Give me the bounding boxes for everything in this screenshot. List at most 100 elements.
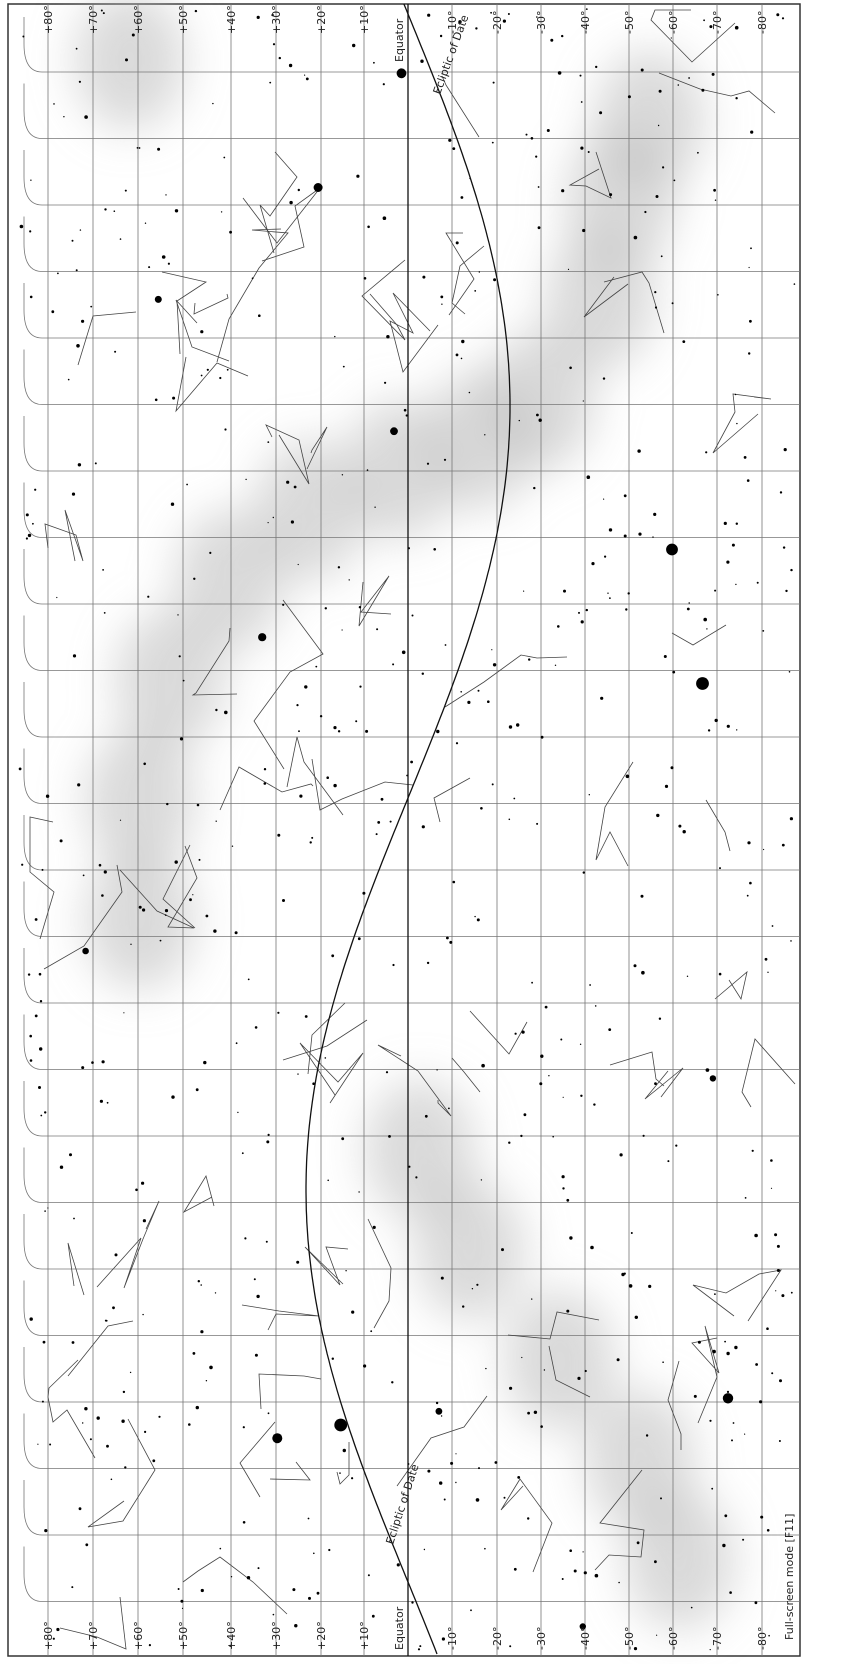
star	[478, 1467, 480, 1469]
star	[268, 522, 269, 523]
star	[267, 441, 269, 443]
star	[199, 859, 201, 861]
star	[706, 628, 707, 629]
star	[83, 875, 85, 877]
star	[595, 1574, 599, 1578]
star	[168, 263, 170, 265]
star	[343, 1449, 346, 1452]
star	[558, 71, 562, 75]
star	[392, 964, 394, 966]
star	[338, 730, 340, 732]
star	[714, 1293, 716, 1295]
star	[767, 972, 768, 973]
star	[478, 690, 480, 692]
star	[662, 1361, 664, 1363]
star	[603, 499, 604, 500]
star	[666, 544, 678, 556]
star	[539, 1082, 542, 1085]
star	[294, 486, 297, 489]
star	[358, 1191, 359, 1192]
star	[578, 612, 580, 614]
star	[326, 776, 329, 779]
star	[310, 841, 312, 843]
star	[362, 892, 365, 895]
star	[782, 844, 785, 847]
star	[244, 1237, 246, 1239]
declination-label: -60°	[667, 1627, 680, 1650]
star	[727, 725, 730, 728]
star	[341, 1137, 344, 1140]
star	[223, 157, 225, 159]
star	[373, 1226, 376, 1229]
star	[158, 1416, 160, 1418]
star	[455, 1482, 456, 1483]
star	[175, 209, 178, 212]
star	[790, 817, 793, 820]
star	[727, 1391, 729, 1393]
star	[200, 1330, 203, 1333]
star	[589, 984, 591, 986]
star	[264, 782, 267, 785]
star	[461, 196, 464, 199]
star	[637, 449, 640, 452]
star	[672, 302, 674, 304]
star	[102, 1060, 105, 1063]
star	[687, 608, 690, 611]
star	[349, 579, 350, 580]
star	[231, 1576, 232, 1577]
star	[762, 630, 764, 632]
star	[790, 940, 792, 942]
star	[171, 503, 174, 506]
star	[282, 604, 284, 606]
star	[462, 1305, 464, 1307]
star	[404, 409, 407, 412]
star	[755, 1363, 758, 1366]
star	[143, 763, 146, 766]
star	[216, 821, 217, 822]
star	[735, 26, 739, 30]
star	[21, 864, 23, 866]
star	[484, 434, 485, 435]
star	[595, 66, 597, 68]
declination-label: -40°	[579, 11, 592, 34]
star	[689, 602, 690, 603]
star	[77, 783, 80, 786]
star	[26, 513, 29, 516]
star	[724, 1341, 726, 1343]
star	[544, 1369, 545, 1370]
star	[436, 730, 439, 733]
star	[229, 231, 232, 234]
star	[49, 1444, 51, 1446]
star	[658, 125, 659, 126]
star	[359, 606, 361, 608]
star	[203, 1061, 206, 1064]
star	[531, 137, 534, 140]
star	[600, 697, 603, 700]
star	[325, 607, 327, 609]
star	[648, 1285, 651, 1288]
star	[397, 68, 407, 78]
star	[589, 794, 590, 795]
star	[476, 1284, 478, 1286]
star	[81, 1066, 84, 1069]
star	[752, 1150, 754, 1152]
star	[774, 1233, 777, 1236]
star	[258, 633, 266, 641]
star	[268, 1412, 270, 1414]
star	[492, 783, 494, 785]
star	[474, 916, 475, 917]
star	[107, 1102, 109, 1104]
star	[256, 1295, 259, 1298]
star	[100, 1100, 103, 1103]
star	[779, 1379, 782, 1382]
star	[291, 520, 294, 523]
star	[252, 277, 254, 279]
star	[736, 523, 738, 525]
star	[386, 1071, 388, 1073]
star	[123, 1391, 125, 1393]
star	[713, 189, 716, 192]
star	[509, 819, 511, 821]
star	[188, 1423, 191, 1426]
star	[569, 367, 572, 370]
star	[68, 379, 70, 381]
